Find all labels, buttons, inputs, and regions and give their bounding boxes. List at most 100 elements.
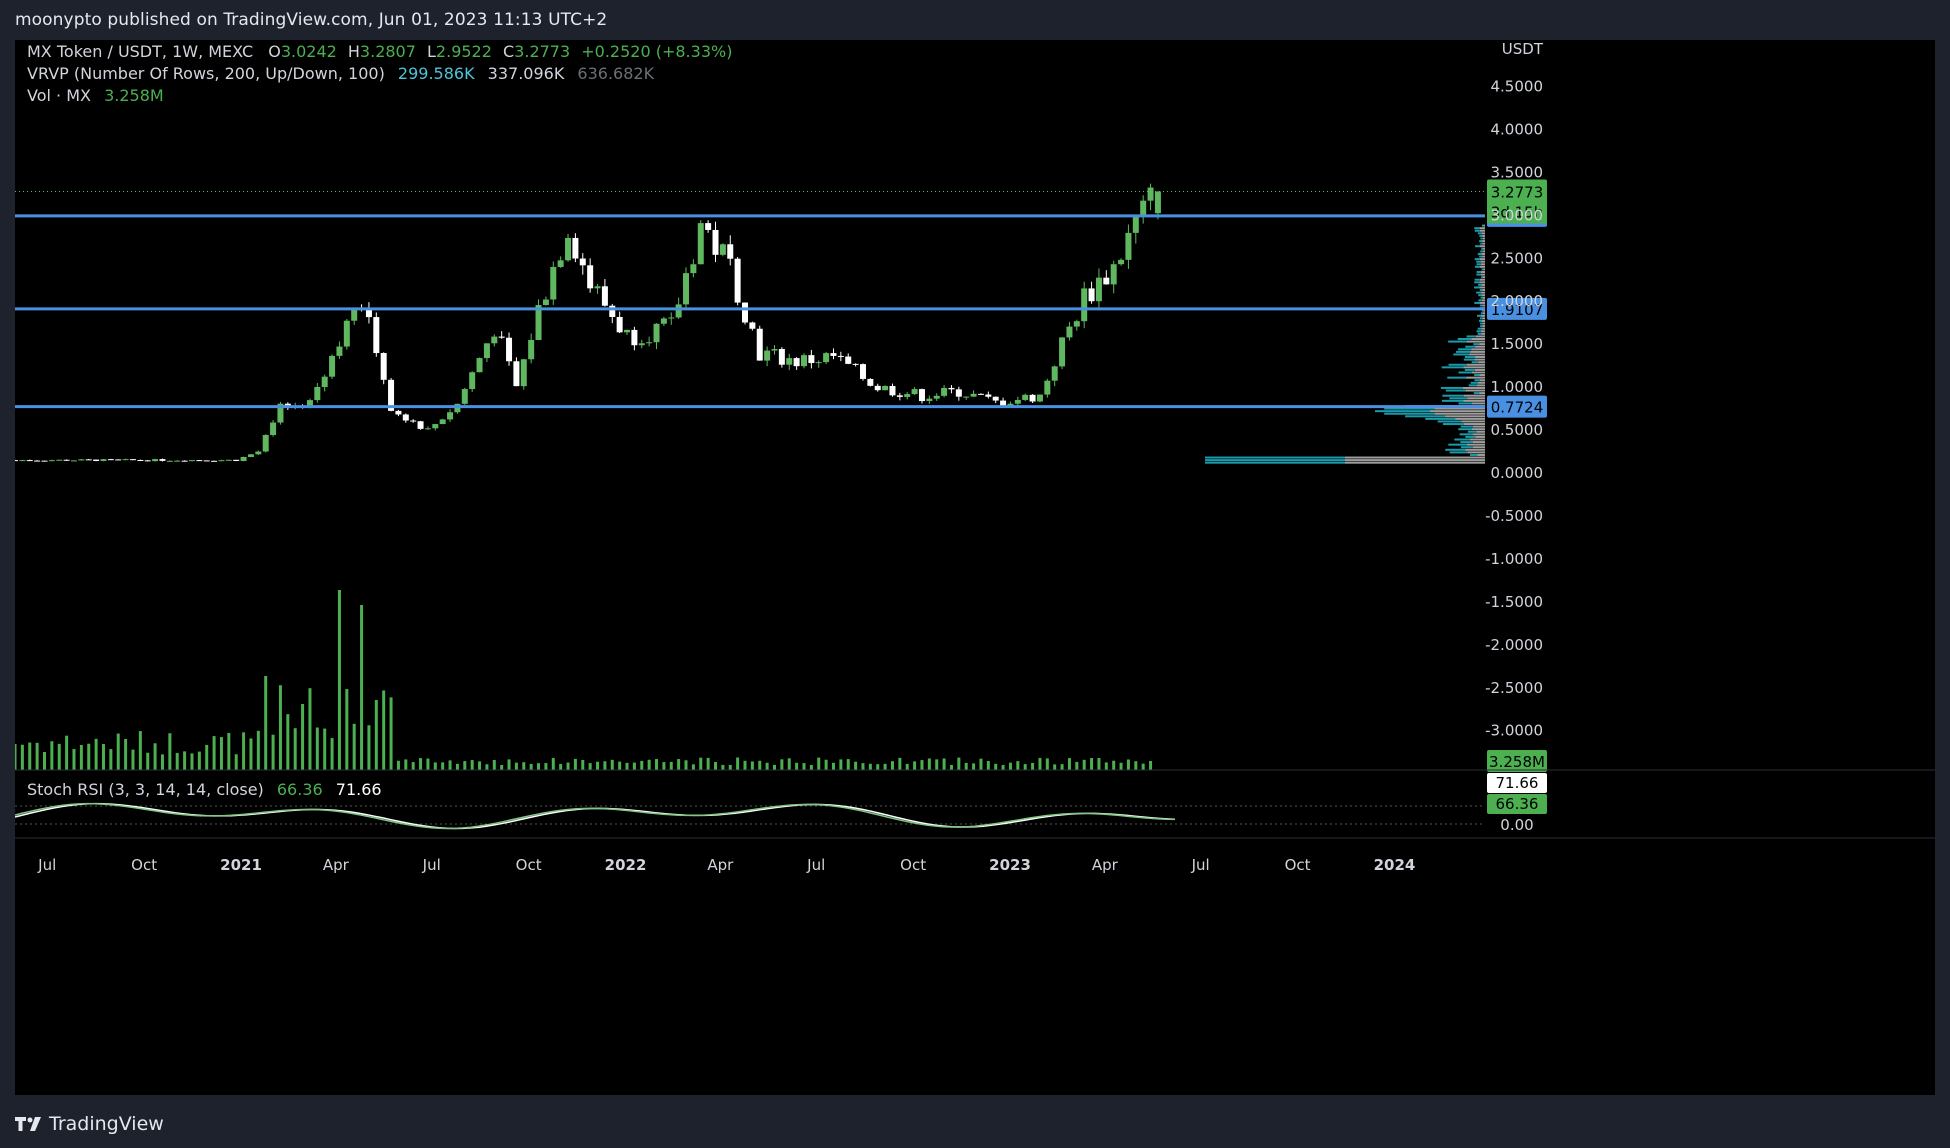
vrvp-bar-up xyxy=(1478,294,1482,297)
volume-bar xyxy=(655,759,659,770)
volume-bar xyxy=(50,741,54,770)
vrvp-bar-down xyxy=(1482,296,1485,299)
vrvp-bar-up xyxy=(1463,358,1475,361)
candle-body xyxy=(778,349,785,365)
vrvp-bar-down xyxy=(1482,312,1485,315)
candle-body xyxy=(852,363,859,365)
vrvp-bar-up xyxy=(1474,265,1480,268)
volume-bar xyxy=(1134,761,1138,770)
vrvp-bar-down xyxy=(1463,399,1485,402)
volume-bar xyxy=(168,733,172,770)
candle-body xyxy=(498,336,505,338)
vrvp-bar-up xyxy=(1205,461,1345,464)
vrvp-bar-down xyxy=(1482,317,1485,320)
volume-bar xyxy=(293,728,297,770)
volume-bar xyxy=(492,759,496,770)
close-label: C xyxy=(503,42,515,61)
volume-bar xyxy=(396,760,400,770)
vrvp-bar-up xyxy=(1470,381,1478,384)
candle-body xyxy=(321,376,328,388)
volume-bar xyxy=(65,735,69,770)
vrvp-bar-down xyxy=(1479,379,1485,382)
volume-bar xyxy=(1119,762,1123,770)
candle-body xyxy=(948,387,955,390)
volume-bar xyxy=(632,762,636,770)
volume-bar xyxy=(544,763,548,770)
vrvp-bar-up xyxy=(1479,234,1483,237)
volume-bar xyxy=(478,761,482,770)
candle-body xyxy=(823,353,830,363)
candle-body xyxy=(926,398,933,402)
vrvp-bar-up xyxy=(1474,374,1480,377)
vrvp-bar-up xyxy=(1384,407,1435,410)
vrvp-bar-down xyxy=(1479,286,1485,289)
time-tick-label: Jul xyxy=(1191,856,1210,874)
candle-body xyxy=(1029,394,1036,402)
vrvp-bar-up xyxy=(1375,410,1430,413)
candle-body xyxy=(638,343,645,346)
candle-body xyxy=(152,459,159,462)
volume-bar xyxy=(234,754,238,770)
vrvp-bar-down xyxy=(1483,309,1485,312)
vrvp-bar-up xyxy=(1474,301,1480,304)
volume-bar xyxy=(640,760,644,770)
candle-body xyxy=(107,459,114,461)
vrvp-bar-up xyxy=(1445,448,1466,451)
volume-bar xyxy=(448,760,452,770)
volume-bar xyxy=(721,764,725,770)
change-value: +0.2520 (+8.33%) xyxy=(581,42,733,61)
vrvp-bar-up xyxy=(1477,332,1482,335)
candle-body xyxy=(734,258,741,303)
vrvp-bar-down xyxy=(1479,258,1485,261)
volume-bar xyxy=(772,764,776,770)
volume-bar xyxy=(271,734,275,770)
vrvp-bar-down xyxy=(1482,325,1485,328)
vrvp-bar-down xyxy=(1434,412,1485,415)
volume-bar xyxy=(625,762,629,770)
vrvp-bar-up xyxy=(1457,348,1472,351)
volume-bar xyxy=(691,764,695,770)
candle-body xyxy=(963,396,970,398)
candle-body xyxy=(896,395,903,397)
vrvp-bar-up xyxy=(1480,322,1483,325)
volume-bar xyxy=(212,736,216,770)
vrvp-bar-down xyxy=(1470,350,1485,353)
candle-body xyxy=(395,410,402,415)
candle-body xyxy=(343,320,350,347)
vrvp-bar-up xyxy=(1473,392,1480,395)
candle-body xyxy=(904,394,911,397)
candle-body xyxy=(26,460,33,462)
stoch-d-value: 71.66 xyxy=(335,780,382,799)
tradingview-logo[interactable]: TradingView xyxy=(15,1113,164,1135)
line-price-label: 0.7724 xyxy=(1491,399,1544,417)
candle-body xyxy=(1140,200,1147,217)
low-label: L xyxy=(427,42,436,61)
countdown-label: 3d 15h xyxy=(1491,203,1543,221)
current-price-label: 3.2773 xyxy=(1491,183,1544,201)
candle-body xyxy=(1014,399,1021,404)
price-tick-label: 2.0000 xyxy=(1491,292,1544,310)
candle-body xyxy=(1059,337,1066,367)
volume-bar xyxy=(183,751,187,770)
candle-body xyxy=(491,336,498,344)
candle-body xyxy=(122,459,129,461)
candle-body xyxy=(793,358,800,367)
vrvp-bar-down xyxy=(1471,402,1485,405)
candle-body xyxy=(1132,216,1139,233)
time-tick-label: Apr xyxy=(707,856,734,874)
candle-body xyxy=(1154,191,1161,214)
candle-body xyxy=(749,322,756,329)
vrvp-bar-down xyxy=(1474,368,1485,371)
vrvp-bar-down xyxy=(1481,283,1485,286)
vrvp-bar-up xyxy=(1479,240,1483,243)
candle-body xyxy=(764,350,771,361)
candle-body xyxy=(476,358,483,373)
vrvp-bar-up xyxy=(1460,446,1473,449)
vrvp-bar-down xyxy=(1471,337,1485,340)
vrvp-bar-down xyxy=(1477,381,1485,384)
volume-bar xyxy=(839,759,843,770)
volume-bar xyxy=(758,760,762,770)
volume-bar xyxy=(831,762,835,770)
